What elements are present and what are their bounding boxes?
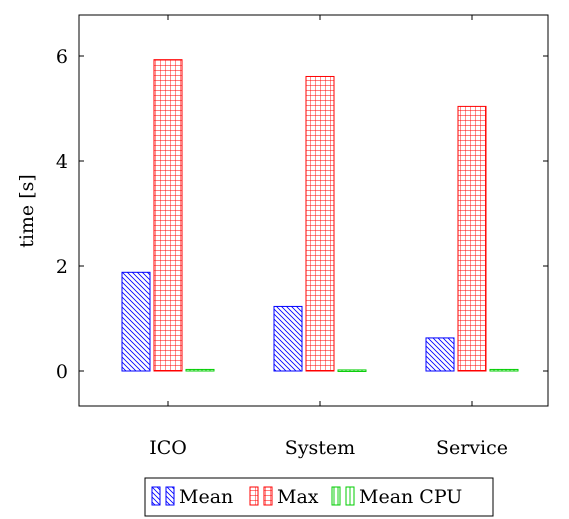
- bar-mean-system: [273, 305, 303, 372]
- y-axis: 0 2 4 6: [56, 46, 548, 383]
- bar-mean-cpu-service: [489, 368, 519, 372]
- x-tick-label: System: [285, 437, 355, 459]
- legend-label-mean-cpu: Mean CPU: [359, 486, 462, 508]
- bar-max-system: [305, 75, 335, 372]
- y-tick-label: 2: [56, 256, 68, 278]
- bar-max-ico: [153, 59, 183, 372]
- legend-label-max: Max: [277, 486, 319, 508]
- y-tick-label: 4: [56, 151, 68, 173]
- bars: [121, 59, 519, 372]
- x-tick-label: Service: [436, 437, 508, 459]
- bar-mean-service: [425, 337, 455, 372]
- bar-mean-ico: [121, 271, 151, 372]
- y-axis-title: time [s]: [16, 174, 38, 248]
- legend-swatch-mean-cpu: [331, 486, 341, 506]
- bar-mean-cpu-system: [337, 369, 367, 372]
- y-tick-label: 6: [56, 46, 68, 68]
- legend-label-mean: Mean: [179, 486, 233, 508]
- legend-box: [144, 477, 494, 517]
- plot-frame: [78, 14, 549, 407]
- legend-swatch-mean-cpu: [345, 486, 355, 506]
- x-tick-label: ICO: [149, 437, 187, 459]
- bar-mean-cpu-ico: [185, 368, 215, 372]
- bar-max-service: [457, 105, 487, 372]
- legend-swatch-mean: [151, 486, 161, 506]
- legend-swatch-max: [249, 486, 259, 506]
- legend-swatch-max: [263, 486, 273, 506]
- x-axis: ICO System Service: [149, 15, 508, 459]
- legend-swatch-mean: [165, 486, 175, 506]
- legend: Mean Max Mean CPU: [144, 477, 494, 517]
- y-tick-label: 0: [56, 361, 68, 383]
